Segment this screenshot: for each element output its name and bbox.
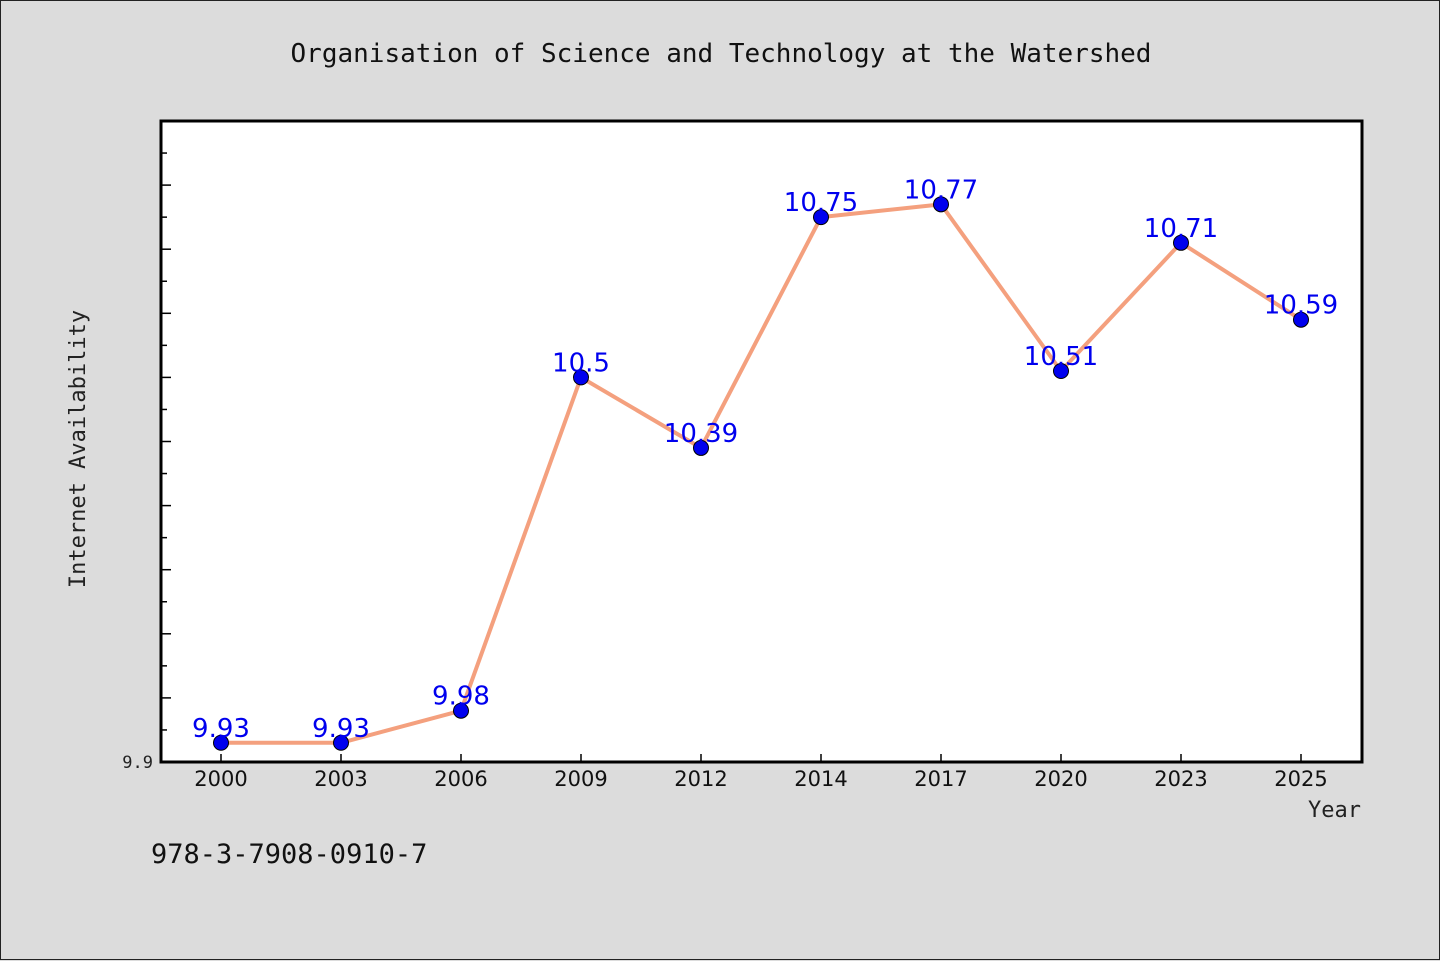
data-point bbox=[213, 734, 229, 751]
x-tick-label: 2014 bbox=[794, 767, 847, 791]
data-point bbox=[693, 439, 709, 456]
x-tick-label: 2023 bbox=[1154, 767, 1207, 791]
y-tick-label: 9.9 bbox=[122, 753, 153, 773]
data-label: 9.93 bbox=[192, 714, 250, 744]
series-line bbox=[221, 202, 1303, 745]
isbn-text: 978-3-7908-0910-7 bbox=[151, 839, 427, 870]
data-point bbox=[1173, 234, 1189, 251]
data-label: 9.98 bbox=[432, 682, 490, 712]
data-label: 10.51 bbox=[1024, 342, 1098, 372]
data-point bbox=[813, 209, 829, 226]
data-point bbox=[453, 702, 469, 719]
data-label: 10.75 bbox=[784, 188, 858, 218]
x-axis-ticks: 2000 2003 2006 2009 2012 2014 2017 2020 2023 2025 bbox=[194, 754, 1328, 791]
y-axis-tick-labels: 9.9 bbox=[122, 753, 153, 773]
x-axis-label: Year bbox=[1308, 798, 1361, 823]
x-tick-label: 2003 bbox=[314, 767, 367, 791]
x-tick-label: 2012 bbox=[674, 767, 727, 791]
data-point bbox=[573, 369, 589, 386]
x-tick-label: 2020 bbox=[1034, 767, 1087, 791]
data-label: 10.5 bbox=[552, 348, 610, 378]
data-point bbox=[1053, 362, 1069, 379]
x-tick-label: 2017 bbox=[914, 767, 967, 791]
plot-area bbox=[159, 119, 1364, 764]
data-label: 10.71 bbox=[1144, 214, 1218, 244]
chart-title: Organisation of Science and Technology a… bbox=[291, 39, 1152, 69]
data-label: 10.59 bbox=[1264, 291, 1338, 321]
x-tick-label: 2000 bbox=[194, 767, 247, 791]
data-point bbox=[333, 734, 349, 751]
data-point bbox=[1293, 311, 1309, 328]
y-axis-label: Internet Availability bbox=[66, 310, 91, 588]
data-label: 10.39 bbox=[664, 419, 738, 449]
data-label: 10.77 bbox=[904, 175, 978, 205]
y-axis-ticks bbox=[161, 120, 171, 731]
x-tick-label: 2006 bbox=[434, 767, 487, 791]
x-tick-label: 2009 bbox=[554, 767, 607, 791]
x-tick-label: 2025 bbox=[1274, 767, 1327, 791]
data-label: 9.93 bbox=[312, 714, 370, 744]
data-point bbox=[933, 196, 949, 213]
series-layer: 9.93 9.93 9.98 10.5 10.39 10.75 10.77 10.51 10.7… bbox=[192, 175, 1338, 751]
